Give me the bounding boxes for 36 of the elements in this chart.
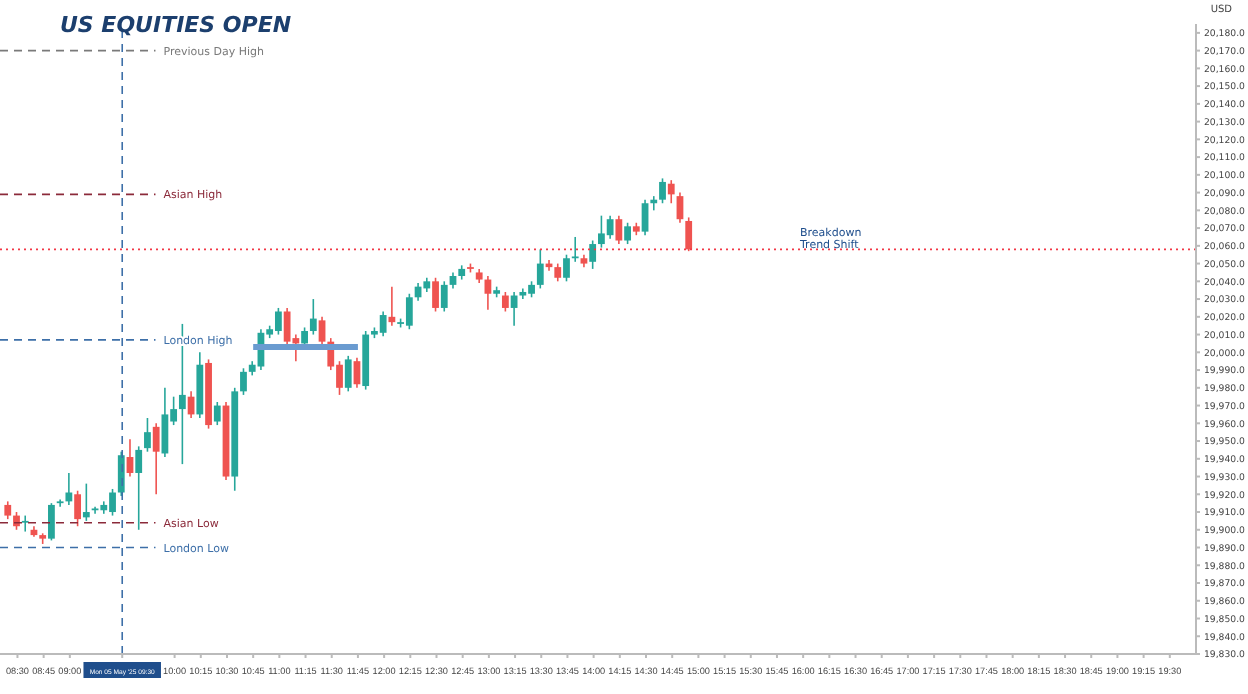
candlestick xyxy=(309,298,317,336)
candlestick xyxy=(659,177,666,205)
candlestick xyxy=(510,291,518,327)
candlestick xyxy=(667,179,675,205)
candlestick xyxy=(344,355,352,393)
candlestick xyxy=(641,198,649,236)
candlestick xyxy=(318,316,326,347)
chart-title: US EQUITIES OPEN xyxy=(60,12,292,38)
candlestick xyxy=(405,292,413,331)
candlestick xyxy=(536,248,544,290)
candlestick xyxy=(624,221,631,245)
candlestick xyxy=(606,214,614,240)
candlestick xyxy=(440,280,448,313)
candlestick xyxy=(240,367,247,396)
candlestick xyxy=(379,310,387,338)
candlestick xyxy=(21,514,29,533)
candlestick xyxy=(615,214,623,245)
candlestick xyxy=(685,216,693,252)
candlestick xyxy=(563,253,570,283)
candlestick xyxy=(48,502,55,542)
candlestick xyxy=(283,307,291,347)
candlestick xyxy=(152,422,160,496)
candlestick xyxy=(388,285,396,327)
candlestick xyxy=(589,239,597,270)
candlestick xyxy=(91,505,99,515)
candlestick xyxy=(274,307,282,336)
candlestick xyxy=(571,236,579,263)
candlestick xyxy=(432,276,439,313)
candlestick xyxy=(213,401,221,426)
candlestick xyxy=(65,472,73,506)
candlestick xyxy=(82,482,90,522)
candlestick xyxy=(135,445,143,531)
candlestick xyxy=(74,489,81,528)
candlestick xyxy=(144,417,151,453)
candlestick xyxy=(56,498,64,508)
candlestick xyxy=(501,291,509,313)
